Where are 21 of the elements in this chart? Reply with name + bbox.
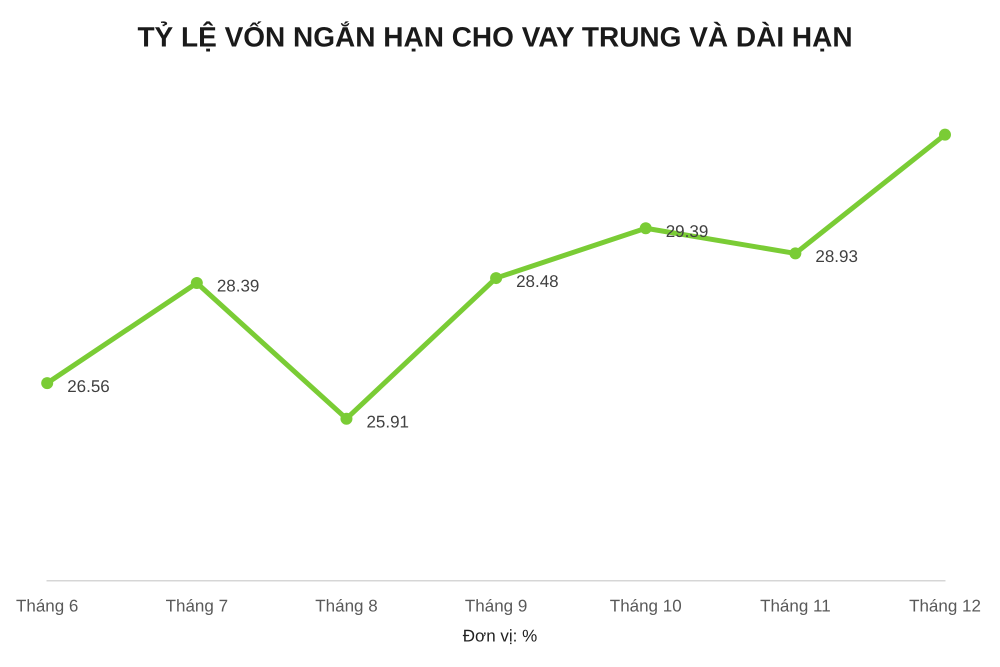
- point: [190, 276, 203, 289]
- x-tick-label: Tháng 7: [166, 596, 228, 616]
- data-label: 26.56: [67, 376, 110, 396]
- x-tick-label: Tháng 6: [16, 596, 78, 616]
- data-label: 25.91: [366, 412, 410, 432]
- point: [41, 377, 54, 390]
- data-label: 28.48: [516, 272, 559, 291]
- x-tick-label: Tháng 9: [464, 596, 528, 616]
- x-tick-label: Tháng 11: [760, 596, 831, 616]
- x-tick-label: Tháng 8: [315, 596, 378, 616]
- x-tick-label: Tháng 10: [610, 596, 682, 616]
- text: Đơn vị: %: [462, 626, 538, 646]
- data-label: 28.93: [815, 247, 858, 266]
- chart-title: TỶ LỆ VỐN NGẮN HẠN CHO VAY TRUNG VÀ DÀI HẠN: [137, 20, 853, 53]
- data-label: 28.39: [216, 276, 260, 296]
- point: [939, 128, 951, 141]
- point: [640, 222, 652, 234]
- x-tick-label: Tháng 12: [909, 596, 981, 616]
- point: [340, 412, 352, 425]
- point: [789, 247, 802, 260]
- point: [490, 272, 502, 284]
